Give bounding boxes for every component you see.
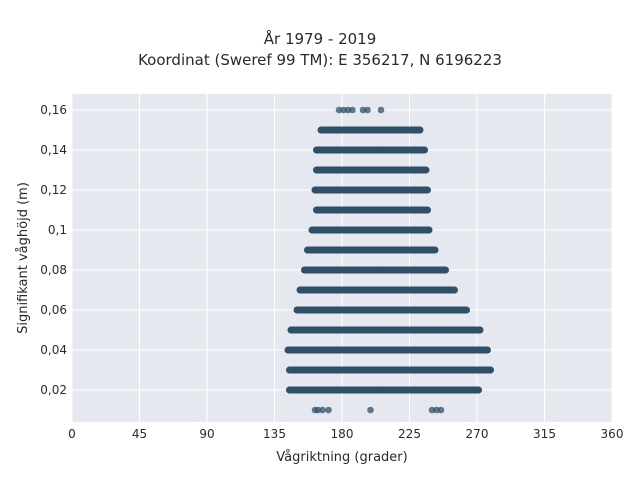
data-point [424,206,431,214]
data-point [449,286,457,294]
y-tick-label: 0,14 [40,143,67,157]
data-point [319,406,326,414]
x-tick-label: 45 [132,427,147,441]
data-points [284,106,494,414]
y-tick-label: 0,04 [40,343,67,357]
data-point [367,406,374,414]
x-tick-label: 225 [398,427,421,441]
chart-title: År 1979 - 2019 [263,30,377,48]
data-point [437,406,445,414]
x-tick-label: 360 [601,427,624,441]
y-tick-label: 0,08 [40,263,67,277]
y-tick-label: 0,1 [48,223,67,237]
y-axis-ticks: 0,02 0,04 0,06 0,08 0,1 0,12 0,14 0,16 [40,103,67,397]
y-tick-label: 0,06 [40,303,67,317]
data-point [430,246,437,254]
data-point [422,186,430,194]
y-tick-label: 0,02 [40,383,67,397]
data-point [482,346,490,354]
data-point [461,306,469,314]
x-tick-label: 90 [199,427,214,441]
data-point [421,146,428,154]
data-point [476,326,484,334]
x-tick-label: 270 [466,427,489,441]
chart-subtitle: Koordinat (Sweref 99 TM): E 356217, N 61… [138,51,502,69]
x-tick-label: 135 [263,427,286,441]
y-axis-label: Signifikant våghöjd (m) [16,182,31,334]
data-point [349,106,356,114]
data-point [416,126,424,134]
y-tick-label: 0,16 [40,103,67,117]
data-point [487,366,494,374]
data-point [325,406,332,414]
x-tick-label: 315 [533,427,556,441]
x-tick-label: 0 [68,427,76,441]
data-point [364,106,371,114]
data-point [442,266,449,274]
data-point [475,386,482,394]
x-tick-label: 180 [331,427,354,441]
x-axis-label: Vågriktning (grader) [276,450,407,465]
data-point [425,226,433,234]
data-point [421,166,428,174]
data-point [377,106,385,114]
y-tick-label: 0,12 [40,183,67,197]
x-axis-ticks: 0 45 90 135 180 225 270 315 360 [68,427,623,441]
